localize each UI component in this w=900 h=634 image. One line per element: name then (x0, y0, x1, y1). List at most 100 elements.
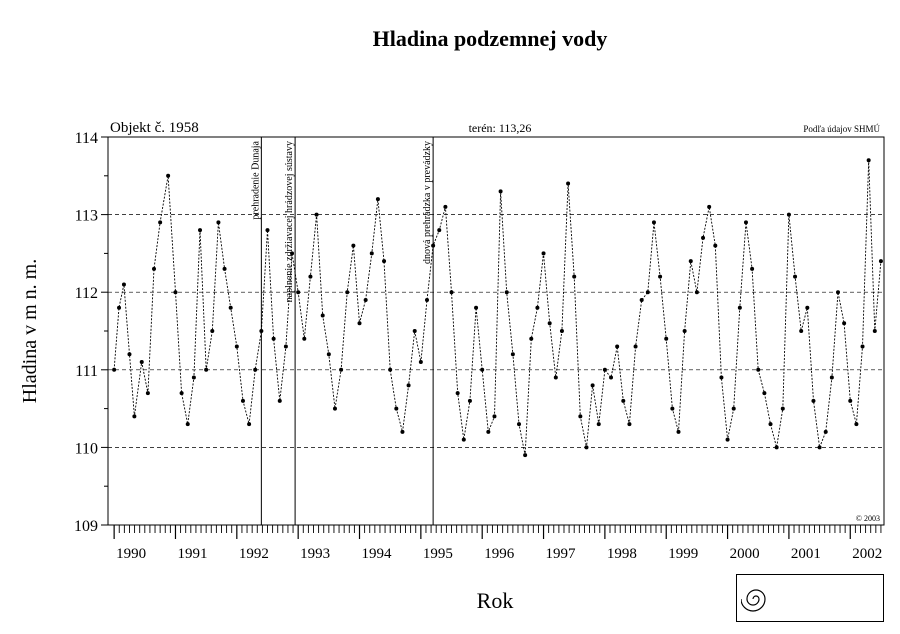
data-point (743, 220, 748, 225)
data-point (424, 297, 429, 302)
data-point (437, 228, 442, 233)
x-tick-label: 1999 (668, 546, 698, 562)
data-point (609, 375, 614, 380)
data-point (535, 305, 540, 310)
data-point (498, 189, 503, 194)
data-point (296, 290, 301, 295)
data-point (240, 398, 245, 403)
data-point (676, 429, 681, 434)
data-point (332, 406, 337, 411)
data-point (388, 367, 393, 372)
data-point (664, 336, 669, 341)
data-point (185, 422, 190, 427)
data-point (835, 290, 840, 295)
y-tick-label: 110 (75, 440, 98, 457)
data-point (351, 243, 356, 248)
x-tick-label: 1994 (362, 546, 393, 562)
data-point (283, 344, 288, 349)
company-logo (736, 574, 884, 622)
data-point (688, 259, 693, 264)
data-point (547, 321, 552, 326)
event-label: dnová prehrádzka v prevádzky (422, 141, 433, 264)
data-point (492, 414, 497, 419)
data-point (805, 305, 810, 310)
x-tick-label: 1991 (177, 546, 207, 562)
data-point (848, 398, 853, 403)
data-point (829, 375, 834, 380)
data-point (139, 360, 144, 365)
data-point (602, 367, 607, 372)
data-point (158, 220, 163, 225)
data-point (253, 367, 258, 372)
data-point (553, 375, 558, 380)
data-point (234, 344, 239, 349)
x-tick-label: 1996 (484, 546, 515, 562)
data-point (326, 352, 331, 357)
data-point (117, 305, 122, 310)
data-point (615, 344, 620, 349)
data-point (369, 251, 374, 256)
x-tick-label: 2000 (730, 546, 760, 562)
x-tick-label: 1997 (546, 546, 577, 562)
data-point (314, 212, 319, 217)
data-point (191, 375, 196, 380)
data-point (793, 274, 798, 279)
data-point (247, 422, 252, 427)
grid-lines (108, 214, 884, 448)
data-point (406, 383, 411, 388)
data-point (204, 367, 209, 372)
data-point (271, 336, 276, 341)
data-point (774, 445, 779, 450)
y-axis: 109 110 111 112 113 114 (74, 130, 108, 535)
data-point (127, 352, 132, 357)
data-point (265, 228, 270, 233)
y-tick-label: 109 (74, 518, 98, 535)
data-point (860, 344, 865, 349)
x-tick-label: 1995 (423, 546, 453, 562)
data-point (152, 266, 157, 271)
data-point (431, 243, 436, 248)
data-point (121, 282, 126, 287)
data-point (590, 383, 595, 388)
data-point (394, 406, 399, 411)
data-point (584, 445, 589, 450)
y-tick-label: 114 (75, 130, 98, 147)
data-point (523, 453, 528, 458)
data-point (467, 398, 472, 403)
data-point (682, 329, 687, 333)
series-line (113, 160, 882, 456)
data-point (750, 266, 755, 271)
data-point (449, 290, 454, 295)
x-axis: 1990 1991 1992 1993 1994 1995 1996 1997 1998 1999… (113, 525, 882, 562)
terrain-label: terén: 113,26 (469, 121, 532, 135)
data-point (559, 329, 564, 333)
plot-frame (107, 136, 885, 526)
data-point (621, 398, 626, 403)
data-point (639, 297, 644, 302)
data-point (228, 305, 233, 310)
data-point (541, 251, 546, 256)
data-point (866, 158, 871, 163)
data-point (719, 375, 724, 380)
data-point (166, 173, 171, 178)
data-point (817, 445, 822, 450)
data-point (762, 391, 767, 396)
data-point (259, 329, 264, 333)
data-point (480, 367, 485, 372)
data-point (510, 352, 515, 357)
data-point (633, 344, 638, 349)
data-point (786, 212, 791, 217)
y-tick-label: 111 (75, 363, 98, 380)
data-point (823, 429, 828, 434)
data-point (222, 266, 227, 271)
data-point (210, 329, 215, 333)
data-point (345, 290, 350, 295)
data-point (504, 290, 509, 295)
data-point (145, 391, 150, 396)
y-axis-label: Hladina v m n. m. (19, 259, 41, 403)
x-tick-label: 2001 (791, 546, 821, 562)
data-point (756, 367, 761, 372)
data-point (277, 398, 282, 403)
data-point (878, 259, 883, 264)
